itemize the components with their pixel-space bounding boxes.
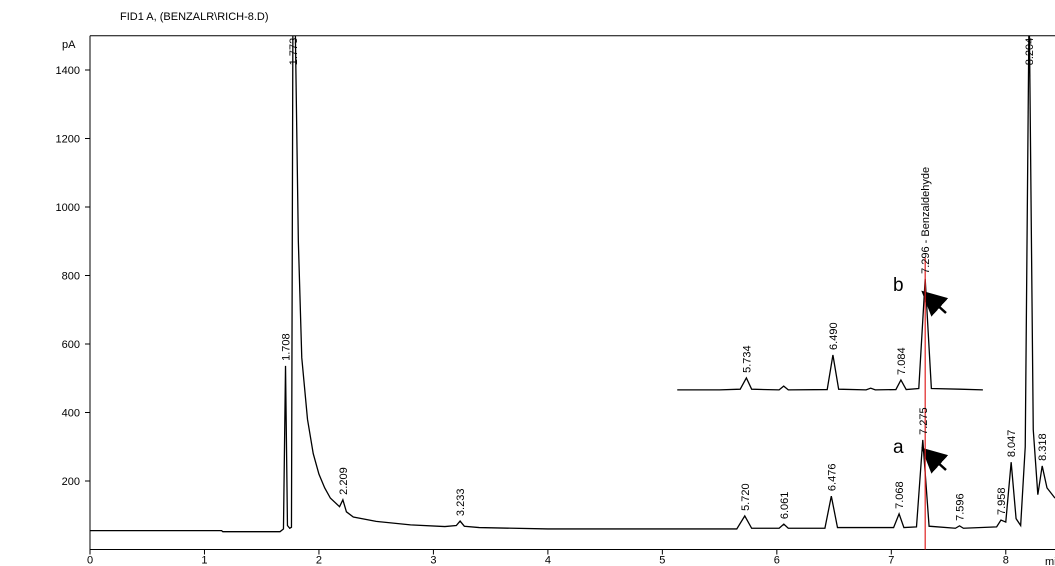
x-tick-label: 5 bbox=[659, 555, 665, 566]
peak-label: 6.476 bbox=[826, 464, 838, 492]
x-tick-label: 3 bbox=[430, 555, 436, 566]
x-tick-label: 2 bbox=[316, 555, 322, 566]
peak-label: 1.773 bbox=[288, 38, 300, 66]
peak-label: 7.084 bbox=[896, 347, 908, 375]
y-tick-label: 400 bbox=[62, 408, 80, 420]
y-tick-label: 200 bbox=[62, 476, 80, 488]
y-tick-label: 800 bbox=[62, 271, 80, 283]
peak-label: 5.734 bbox=[741, 345, 753, 373]
trace bbox=[90, 35, 1055, 533]
annotation: a bbox=[893, 437, 904, 458]
peak-label: 2.209 bbox=[338, 467, 350, 495]
plot-area bbox=[90, 35, 1055, 533]
annotation: b bbox=[893, 275, 904, 296]
x-tick-label: 4 bbox=[545, 555, 551, 566]
peak-label: 7.275 bbox=[918, 407, 930, 435]
peak-label: 7.068 bbox=[894, 481, 906, 509]
annotation-arrow bbox=[921, 290, 949, 317]
y-tick-label: 1200 bbox=[56, 134, 80, 146]
trace bbox=[677, 278, 983, 391]
y-tick-label: 1000 bbox=[56, 202, 80, 214]
peak-label: 8.047 bbox=[1006, 430, 1018, 458]
x-axis-label: min bbox=[1045, 556, 1055, 566]
x-tick-label: 0 bbox=[87, 555, 93, 566]
x-tick-label: 1 bbox=[201, 555, 207, 566]
annotation-arrow bbox=[921, 447, 949, 474]
peak-label: 5.720 bbox=[740, 483, 752, 511]
peak-label: 7.958 bbox=[996, 488, 1008, 516]
y-tick-label: 600 bbox=[62, 339, 80, 351]
peak-label: 7.596 bbox=[955, 493, 967, 521]
x-tick-label: 6 bbox=[774, 555, 780, 566]
peak-label: 3.233 bbox=[455, 489, 467, 517]
peak-label: 8.204 bbox=[1024, 38, 1036, 66]
peak-label: 1.708 bbox=[281, 333, 293, 361]
chart-title: FID1 A, (BENZALR\RICH-8.D) bbox=[120, 11, 269, 23]
y-tick-label: 1400 bbox=[56, 65, 80, 77]
y-axis-label: pA bbox=[62, 39, 76, 51]
peak-label: 8.318 bbox=[1037, 433, 1049, 461]
peak-label: 6.061 bbox=[779, 492, 791, 520]
x-tick-label: 8 bbox=[1003, 555, 1009, 566]
peak-label: 6.490 bbox=[828, 322, 840, 350]
peak-label: 7.296 - Benzaldehyde bbox=[920, 167, 932, 274]
x-tick-label: 7 bbox=[888, 555, 894, 566]
